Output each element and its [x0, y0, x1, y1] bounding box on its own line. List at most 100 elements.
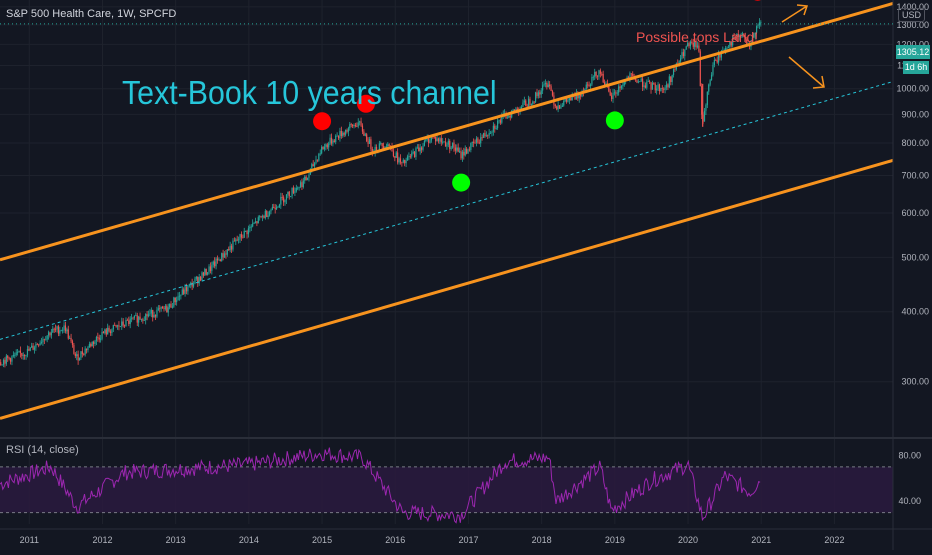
- candle-body: [466, 148, 468, 154]
- candle-body: [154, 315, 157, 317]
- candle-body: [674, 69, 676, 71]
- candle-body: [495, 128, 497, 129]
- candle-body: [423, 140, 426, 146]
- candle-body: [152, 309, 154, 318]
- candle-body: [753, 35, 755, 38]
- candle-body: [52, 328, 54, 333]
- candle-body: [470, 142, 472, 150]
- candle-body: [285, 194, 288, 200]
- candle-body: [691, 41, 693, 44]
- candle-body: [678, 61, 680, 65]
- candle-body: [399, 158, 402, 163]
- candle-body: [271, 206, 273, 210]
- x-tick-label: 2012: [92, 535, 112, 545]
- candle-body: [139, 316, 141, 320]
- candle-body: [67, 329, 69, 339]
- candle-body: [298, 186, 300, 188]
- candle-body: [654, 84, 656, 91]
- candle-body: [639, 81, 641, 83]
- candle-body: [649, 81, 651, 83]
- candle-body: [211, 264, 213, 271]
- rsi-label[interactable]: RSI (14, close): [6, 444, 79, 456]
- candle-body: [643, 85, 645, 87]
- arrow-up-right: [781, 4, 809, 23]
- candle-body: [530, 104, 532, 105]
- rsi-band: [0, 466, 893, 513]
- candle-body: [422, 145, 424, 150]
- candle-body: [547, 84, 549, 88]
- candle-body: [637, 81, 639, 83]
- candle-body: [235, 239, 237, 242]
- candle-body: [481, 137, 483, 139]
- rsi-tick-label: 40.00: [898, 496, 921, 506]
- candle-body: [418, 147, 420, 152]
- candle-body: [180, 294, 182, 296]
- candle-body: [302, 180, 304, 188]
- candle-body: [657, 84, 659, 89]
- candle-body: [487, 135, 489, 137]
- candle-body: [60, 330, 62, 332]
- candle-body: [557, 105, 559, 110]
- candle-body: [725, 47, 727, 51]
- candle-body: [720, 51, 723, 58]
- candle-body: [31, 345, 33, 348]
- candle-body: [277, 206, 279, 208]
- candle-body: [312, 164, 314, 167]
- candle-body: [667, 84, 669, 88]
- candle-body: [202, 272, 205, 276]
- candle-body: [290, 196, 292, 197]
- candle-body: [260, 216, 262, 218]
- candle-body: [194, 278, 196, 284]
- candle-body: [47, 332, 50, 336]
- candle-body: [305, 176, 307, 181]
- candles: [0, 18, 762, 368]
- candle-body: [437, 138, 440, 142]
- candle-body: [558, 105, 561, 109]
- candle-body: [292, 187, 295, 193]
- candle-body: [388, 144, 390, 147]
- candle-body: [477, 138, 479, 143]
- candle-body: [335, 135, 337, 142]
- candle-body: [623, 81, 625, 85]
- candle-body: [42, 339, 44, 343]
- candle-body: [712, 64, 714, 75]
- candle-body: [730, 41, 732, 46]
- candle-body: [245, 231, 247, 232]
- arrow-down-right: [788, 56, 825, 89]
- candle-body: [243, 231, 245, 238]
- candle-body: [371, 148, 373, 153]
- candle-body: [275, 207, 278, 210]
- candle-body: [94, 340, 96, 344]
- candle-body: [585, 84, 587, 89]
- candle-body: [663, 88, 665, 90]
- candle-body: [540, 90, 542, 95]
- candle-body: [368, 139, 371, 144]
- candle-body: [143, 320, 145, 321]
- candle-body: [80, 351, 82, 358]
- candle-body: [199, 277, 202, 281]
- candle-body: [315, 159, 317, 164]
- candle-body: [328, 143, 330, 148]
- candle-body: [138, 316, 140, 323]
- candle-body: [602, 73, 604, 83]
- candle-body: [219, 259, 221, 262]
- candle-body: [603, 82, 606, 87]
- candle-body: [751, 37, 753, 44]
- candle-body: [223, 253, 226, 258]
- candle-body: [167, 307, 169, 313]
- chart-header[interactable]: S&P 500 Health Care, 1W, SPCFD: [6, 8, 177, 20]
- candle-body: [299, 182, 302, 187]
- candle-body: [598, 70, 600, 77]
- candle-body: [565, 98, 568, 102]
- candle-body: [526, 105, 528, 107]
- candle-body: [468, 149, 471, 151]
- candle-body: [354, 124, 357, 127]
- candle-body: [9, 358, 12, 362]
- candle-body: [319, 153, 321, 155]
- y-tick-label: 300.00: [901, 377, 929, 387]
- candle-body: [242, 237, 244, 239]
- candle-body: [636, 79, 638, 83]
- candle-body: [719, 54, 721, 58]
